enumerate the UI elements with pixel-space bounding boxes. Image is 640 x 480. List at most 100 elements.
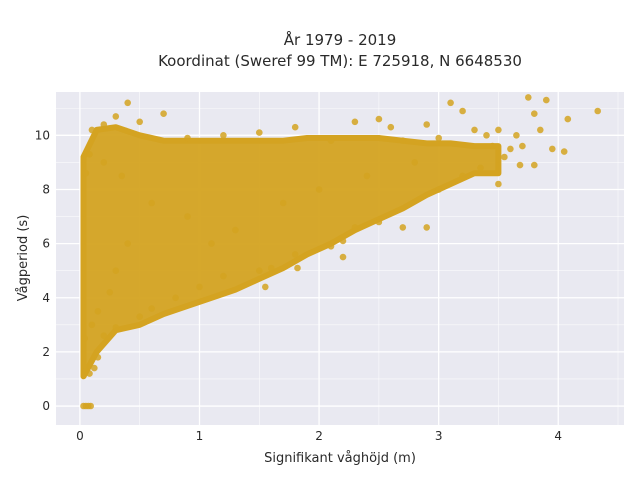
scatter-point <box>160 110 167 117</box>
scatter-point <box>594 107 601 115</box>
scatter-point <box>291 123 299 131</box>
scatter-point <box>262 283 269 291</box>
chart-title-line-1: År 1979 - 2019 <box>284 30 397 49</box>
scatter-point <box>399 224 407 231</box>
scatter-point <box>507 145 514 153</box>
chart-title-line-2: Koordinat (Sweref 99 TM): E 725918, N 66… <box>158 52 522 70</box>
scatter-point <box>100 332 108 340</box>
scatter-point <box>184 213 191 220</box>
scatter-point <box>459 107 466 115</box>
scatter-point <box>172 294 179 302</box>
scatter-point <box>495 180 502 188</box>
scatter-point <box>291 251 299 258</box>
scatter-point <box>435 134 443 142</box>
scatter-point <box>423 121 431 128</box>
point-cloud-envelope <box>80 124 502 380</box>
x-tick-label: 3 <box>435 429 443 443</box>
scatter-point <box>100 159 108 166</box>
scatter-point <box>148 199 155 207</box>
scatter-point <box>399 137 407 144</box>
scatter-point <box>375 218 383 226</box>
scatter-point <box>220 132 227 139</box>
scatter-point <box>447 99 454 107</box>
scatter-point <box>86 151 93 158</box>
scatter-point <box>495 126 502 134</box>
scatter-point <box>411 159 419 166</box>
scatter-point <box>387 123 395 131</box>
scatter-point <box>351 224 359 231</box>
scatter-point <box>315 186 323 193</box>
scatter-point <box>267 264 275 272</box>
scatter-point <box>531 161 538 169</box>
scatter-point <box>118 172 126 180</box>
scatter-point <box>489 142 496 150</box>
y-tick-label: 2 <box>42 345 50 359</box>
y-tick-label: 10 <box>35 128 50 142</box>
scatter-point <box>525 94 532 101</box>
y-tick-label: 6 <box>42 237 50 251</box>
scatter-point <box>435 186 443 193</box>
scatter-point <box>82 169 90 177</box>
data-points <box>80 94 601 410</box>
scatter-point <box>351 118 359 126</box>
scatter-point <box>501 153 508 161</box>
scatter-point <box>86 370 93 377</box>
scatter-point <box>477 164 484 172</box>
scatter-point <box>232 226 239 234</box>
scatter-point <box>519 142 526 150</box>
x-tick-label: 4 <box>554 429 562 443</box>
scatter-point <box>537 126 544 134</box>
scatter-point <box>459 172 466 180</box>
scatter-point <box>94 354 102 361</box>
scatter-point <box>513 132 520 139</box>
scatter-point <box>375 115 383 123</box>
x-tick-label: 0 <box>76 429 84 443</box>
scatter-point <box>327 137 335 144</box>
scatter-point <box>471 126 478 134</box>
scatter-point <box>560 148 568 155</box>
scatter-point <box>88 321 96 329</box>
scatter-point <box>327 243 335 250</box>
y-axis-title: Vågperiod (s) <box>16 215 31 302</box>
scatter-point <box>294 264 301 272</box>
point-cloud <box>80 124 502 380</box>
scatter-point <box>112 113 120 120</box>
y-tick-label: 4 <box>42 291 50 305</box>
scatter-point <box>94 308 102 315</box>
scatter-point <box>88 126 96 134</box>
scatter-point <box>255 267 263 275</box>
scatter-point <box>112 267 120 275</box>
scatter-point <box>87 402 94 410</box>
scatter-point <box>112 324 120 331</box>
scatter-point <box>208 240 215 247</box>
scatter-point <box>124 240 131 247</box>
scatter-point <box>339 253 347 261</box>
scatter-point <box>483 132 490 139</box>
scatter-point <box>279 199 287 207</box>
scatter-point <box>255 129 263 136</box>
x-tick-label: 1 <box>196 429 204 443</box>
scatter-point <box>549 145 556 153</box>
scatter-point <box>184 134 191 142</box>
scatter-point <box>136 118 143 126</box>
scatter-point <box>531 110 538 117</box>
scatter-point <box>363 172 371 180</box>
y-tick-label: 8 <box>42 182 50 196</box>
scatter-point <box>148 305 155 312</box>
x-tick-label: 2 <box>315 429 323 443</box>
scatter-point <box>516 161 524 169</box>
scatter-point <box>136 313 143 321</box>
scatter-point <box>106 289 114 296</box>
scatter-point <box>564 115 572 123</box>
scatter-point <box>543 96 550 104</box>
scatter-point <box>220 272 227 280</box>
scatter-point <box>100 121 108 128</box>
scatter-point <box>196 283 203 291</box>
scatter-point <box>91 364 98 372</box>
tick-labels: 0 1 2 3 4 0 2 4 6 8 10 <box>35 128 562 443</box>
y-tick-label: 0 <box>42 399 50 413</box>
scatter-point <box>339 237 347 245</box>
scatter-point <box>423 224 431 231</box>
scatter-point <box>81 335 88 342</box>
